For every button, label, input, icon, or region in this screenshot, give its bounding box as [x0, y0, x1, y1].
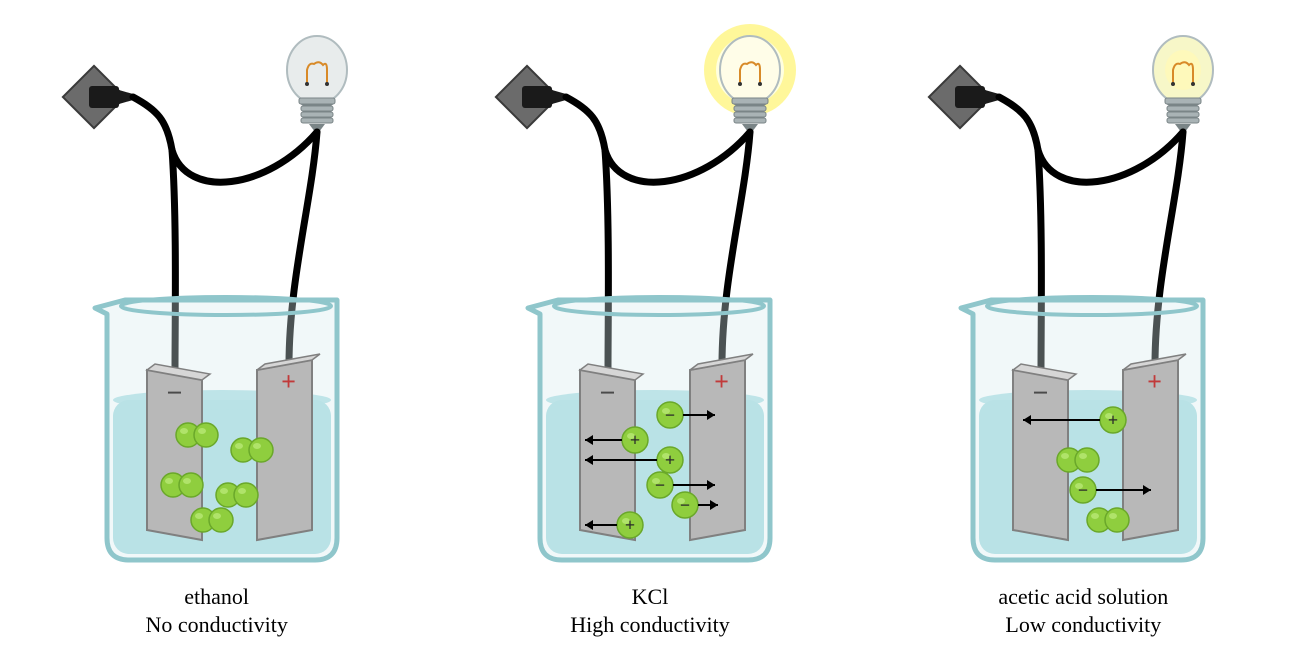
svg-text:+: + [1108, 410, 1118, 430]
svg-text:+: + [714, 367, 729, 396]
panel-ethanol: −+ ethanol No conductivity [17, 20, 417, 640]
svg-text:−: − [665, 405, 675, 425]
svg-text:+: + [630, 430, 640, 450]
svg-text:−: − [166, 378, 182, 409]
svg-text:−: − [680, 495, 690, 515]
caption-line1: KCl [450, 583, 850, 612]
caption-line2: Low conductivity [883, 611, 1283, 640]
caption-line2: High conductivity [450, 611, 850, 640]
svg-text:−: − [1078, 480, 1088, 500]
caption-line1: ethanol [17, 583, 417, 612]
svg-text:−: − [1033, 378, 1049, 409]
svg-text:+: + [1147, 367, 1162, 396]
caption-line2: No conductivity [17, 611, 417, 640]
svg-text:+: + [665, 450, 675, 470]
diagram-acetic: − + + − [883, 20, 1283, 580]
caption-acetic: acetic acid solution Low conductivity [883, 583, 1283, 640]
svg-text:+: + [625, 515, 635, 535]
diagram-ethanol: −+ [17, 20, 417, 580]
caption-line1: acetic acid solution [883, 583, 1283, 612]
panel-acetic: − + + − acetic acid solution Low conductivi… [883, 20, 1283, 640]
caption-ethanol: ethanol No conductivity [17, 583, 417, 640]
panel-kcl: −+−++−−+ KCl High conductivity [450, 20, 850, 640]
caption-kcl: KCl High conductivity [450, 583, 850, 640]
svg-text:+: + [281, 367, 296, 396]
diagram-kcl: −+−++−−+ [450, 20, 850, 580]
svg-text:−: − [655, 475, 665, 495]
svg-text:−: − [600, 378, 616, 409]
